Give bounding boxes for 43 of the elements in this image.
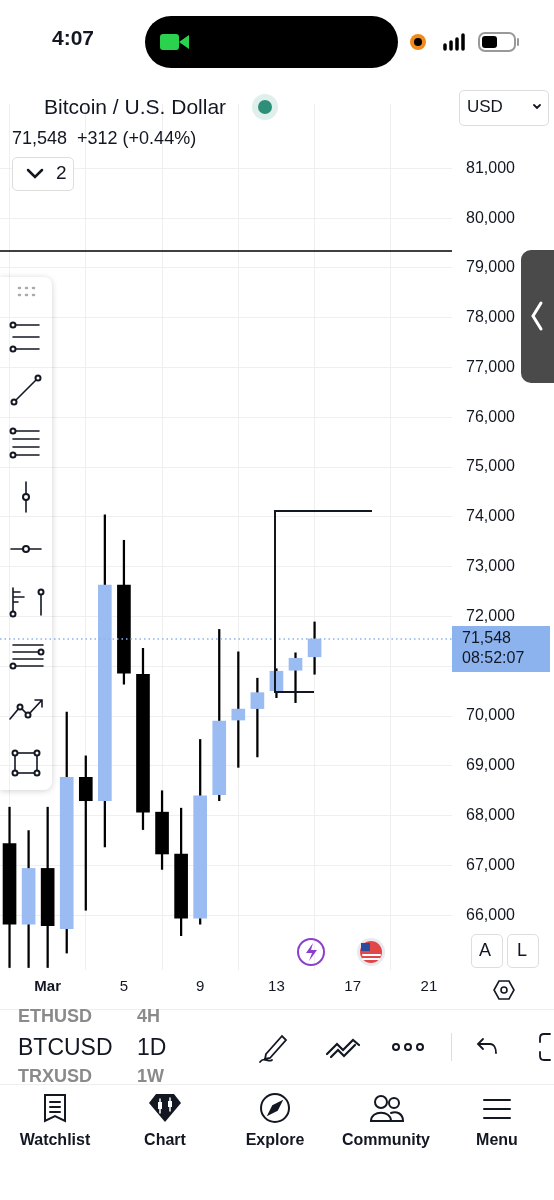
y-tick-label: 75,000: [466, 457, 516, 475]
text: 1W: [137, 1066, 164, 1087]
y-tick-label: 70,000: [466, 706, 516, 724]
y-tick-label: 77,000: [466, 357, 516, 375]
y-tick-label: 81,000: [466, 158, 516, 176]
y-tick-label: 76,000: [466, 407, 516, 425]
text: 4:07: [52, 26, 95, 50]
y-tick-label: 68,000: [466, 806, 516, 824]
x-tick-label: 9: [196, 977, 205, 995]
y-tick-label: 80,000: [466, 208, 516, 226]
y-tick-label: 78,000: [466, 308, 516, 326]
text: 08:52:07: [462, 649, 525, 667]
x-tick-label: 21: [420, 977, 438, 995]
y-tick-label: 79,000: [466, 258, 516, 276]
text: TRXUSD: [18, 1066, 93, 1087]
x-tick-label: 13: [268, 977, 285, 995]
y-tick-label: 74,000: [466, 507, 516, 525]
text: Watchlist: [18, 1131, 92, 1149]
text: ETHUSD: [18, 1006, 93, 1027]
y-tick-label: 69,000: [466, 756, 516, 774]
y-tick-label: 73,000: [466, 557, 516, 575]
y-tick-label: 67,000: [466, 855, 516, 873]
annotation: 2: [56, 162, 67, 184]
x-tick-label: 17: [344, 977, 362, 995]
text: A: [479, 940, 492, 961]
text: BTCUSD: [18, 1034, 113, 1061]
text: USD: [467, 97, 503, 117]
text: Community: [341, 1131, 431, 1149]
text: 71,548 +312 (+0.44%): [12, 128, 197, 149]
candlestick: [250, 677, 265, 758]
text: 4H: [137, 1006, 161, 1027]
y-tick-label: 66,000: [466, 905, 516, 923]
text: Menu: [475, 1131, 519, 1149]
candlestick: [288, 652, 303, 703]
x-tick-label: Mar: [34, 977, 62, 995]
y-tick-label: 72,000: [466, 606, 516, 624]
ref-line-label: 71,548: [462, 629, 512, 647]
text: Explore: [244, 1131, 306, 1149]
x-tick-label: 5: [119, 977, 129, 995]
text: L: [517, 940, 528, 961]
text: Chart: [143, 1131, 187, 1149]
chart-title: Bitcoin / U.S. Dollar: [44, 95, 227, 119]
text: 1D: [137, 1034, 167, 1061]
